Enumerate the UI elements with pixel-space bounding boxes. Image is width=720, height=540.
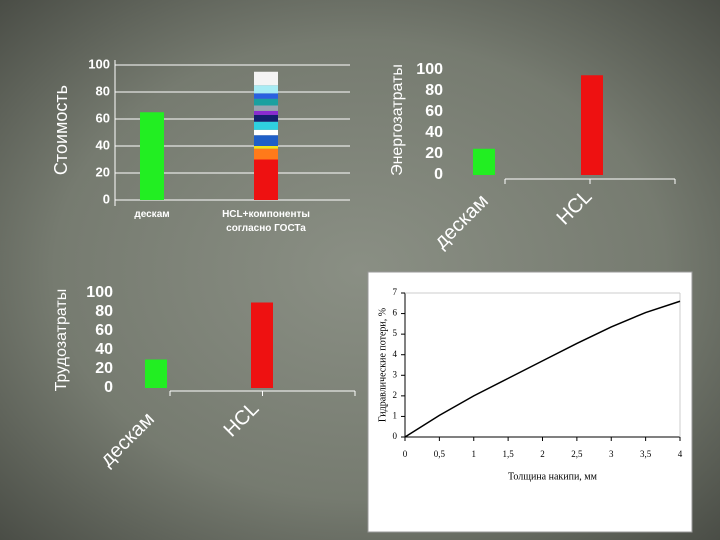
bar-segment (254, 121, 278, 130)
x-tick-label: 4 (678, 449, 683, 459)
bar-segment (145, 359, 167, 388)
y-tick-label: 80 (95, 303, 113, 320)
y-tick-label: 5 (393, 328, 398, 338)
y-tick-label: 60 (425, 103, 443, 120)
y-tick-label: 20 (95, 360, 113, 377)
y-tick-label: 80 (425, 82, 443, 99)
y-tick-label: 3 (393, 369, 398, 379)
y-tick-label: 0 (104, 379, 113, 396)
bar-segment (254, 98, 278, 106)
y-tick-label: 20 (425, 145, 443, 162)
y-tick-label: 0 (393, 431, 398, 441)
bar-segment (254, 110, 278, 115)
y-tick-label: 7 (393, 287, 398, 297)
x-tick-label: дескам (134, 209, 170, 220)
y-axis-label: Энергозатраты (389, 64, 406, 176)
y-tick-label: 1 (393, 410, 398, 420)
x-tick-label: 3,5 (640, 449, 652, 459)
bar-segment (254, 71, 278, 86)
x-tick-label: 1 (472, 449, 477, 459)
x-tick-label: 3 (609, 449, 614, 459)
bar-segment (254, 93, 278, 99)
y-tick-label: 0 (434, 166, 443, 183)
y-tick-label: 100 (88, 56, 110, 71)
x-tick-label: 0,5 (434, 449, 446, 459)
y-axis-label: Гидравлические потери, % (377, 308, 388, 422)
bar-segment (254, 148, 278, 160)
y-tick-label: 40 (425, 124, 443, 141)
bar-segment (581, 75, 603, 175)
x-tick-label: 2 (540, 449, 545, 459)
y-tick-label: 100 (86, 284, 113, 301)
bar-segment (473, 148, 495, 175)
bar-segment (254, 129, 278, 136)
x-tick-label: HCL (220, 398, 264, 442)
y-tick-label: 4 (393, 349, 398, 359)
y-tick-label: 100 (416, 61, 443, 78)
y-tick-label: 40 (96, 137, 110, 152)
bar-segment (140, 112, 164, 200)
bar-segment (254, 146, 278, 149)
x-tick-label: 1,5 (503, 449, 515, 459)
bar-segment (254, 85, 278, 94)
y-tick-label: 60 (95, 322, 113, 339)
y-axis-label: Стоимость (51, 85, 71, 175)
line-series (404, 300, 681, 438)
x-axis-label: Толщина накипи, мм (508, 471, 598, 482)
y-tick-label: 80 (96, 83, 110, 98)
bar-segment (251, 302, 273, 388)
y-tick-label: 60 (96, 110, 110, 125)
bar-segment (254, 159, 278, 200)
y-tick-label: 40 (95, 341, 113, 358)
x-tick-label: дескам (430, 190, 493, 253)
y-tick-label: 2 (393, 390, 398, 400)
line-panel (367, 271, 693, 533)
y-axis-label: Трудозатраты (53, 289, 70, 392)
x-tick-label: HCL+компоненты согласно ГОСТа (222, 209, 310, 234)
bar-segment (254, 135, 278, 146)
x-tick-label: HCL (553, 186, 597, 230)
y-tick-label: 20 (96, 164, 110, 179)
bar-segment (254, 114, 278, 122)
x-tick-label: дескам (96, 408, 159, 471)
x-tick-label: 2,5 (571, 449, 583, 459)
y-tick-label: 0 (103, 191, 110, 206)
y-tick-label: 6 (393, 308, 398, 318)
x-tick-label: 0 (403, 449, 408, 459)
bar-segment (254, 105, 278, 111)
